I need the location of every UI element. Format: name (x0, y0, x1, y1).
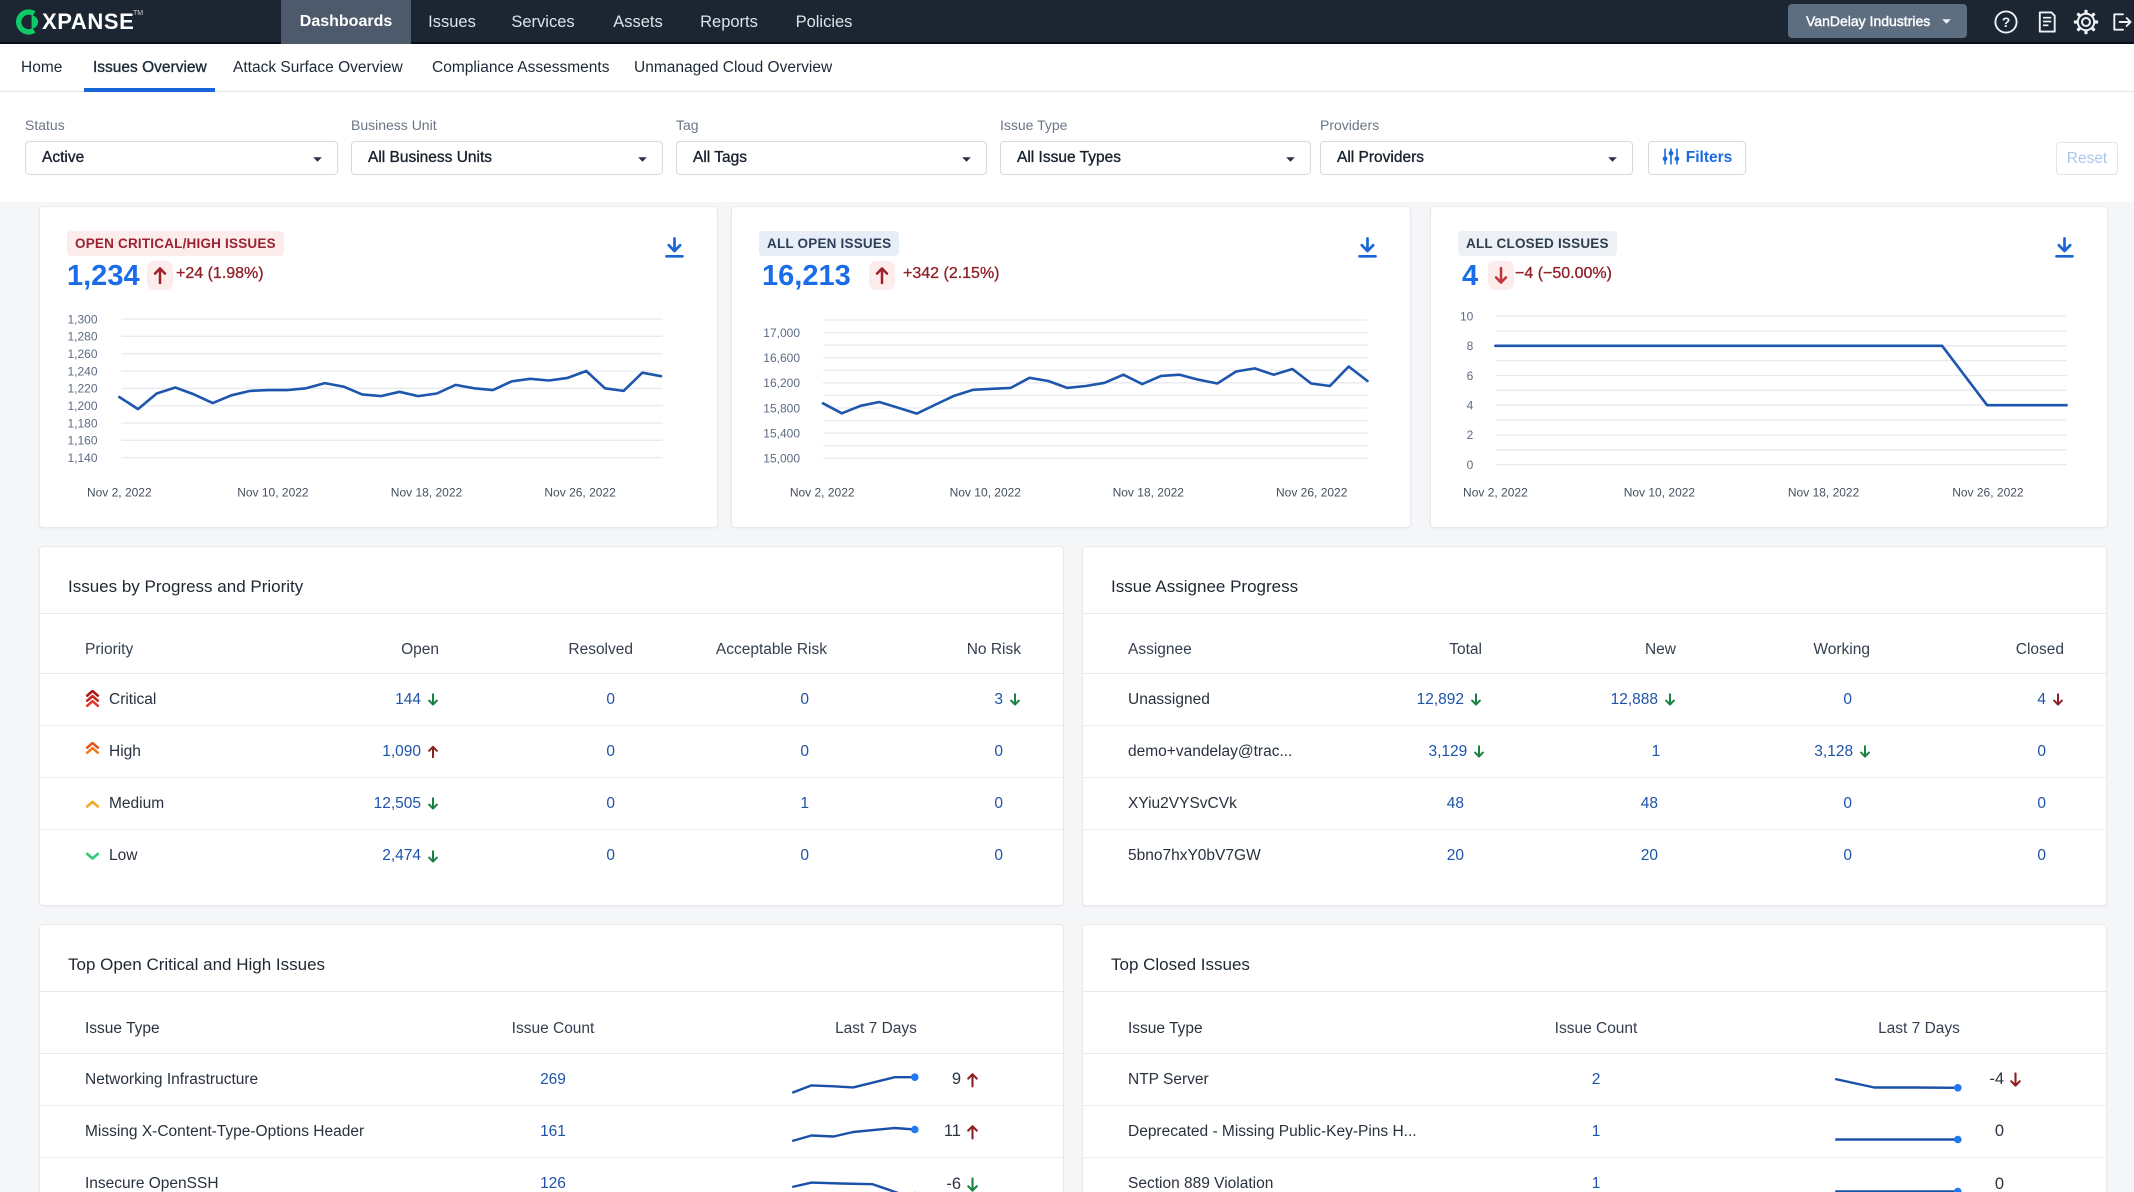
svg-text:8: 8 (1467, 339, 1474, 353)
svg-text:1,280: 1,280 (67, 330, 97, 344)
svg-text:16,200: 16,200 (763, 376, 800, 390)
svg-text:15,400: 15,400 (763, 426, 800, 440)
svg-text:Nov 18, 2022: Nov 18, 2022 (391, 486, 463, 500)
svg-text:17,000: 17,000 (763, 326, 800, 340)
svg-text:Nov 26, 2022: Nov 26, 2022 (1952, 486, 2024, 500)
svg-text:?: ? (2002, 14, 2011, 30)
svg-text:1,140: 1,140 (67, 451, 97, 465)
svg-text:Nov 2, 2022: Nov 2, 2022 (87, 486, 152, 500)
svg-text:Nov 18, 2022: Nov 18, 2022 (1113, 486, 1185, 500)
svg-text:Nov 2, 2022: Nov 2, 2022 (1463, 486, 1528, 500)
svg-text:1,200: 1,200 (67, 399, 97, 413)
svg-text:6: 6 (1467, 369, 1474, 383)
svg-text:1,240: 1,240 (67, 364, 97, 378)
svg-text:Nov 2, 2022: Nov 2, 2022 (790, 486, 855, 500)
svg-text:Nov 10, 2022: Nov 10, 2022 (950, 486, 1022, 500)
svg-text:Nov 26, 2022: Nov 26, 2022 (1276, 486, 1348, 500)
svg-text:0: 0 (1467, 458, 1474, 472)
svg-text:1,260: 1,260 (67, 347, 97, 361)
svg-text:4: 4 (1467, 399, 1474, 413)
svg-text:1,300: 1,300 (67, 312, 97, 326)
svg-text:1,180: 1,180 (67, 416, 97, 430)
svg-text:Nov 18, 2022: Nov 18, 2022 (1788, 486, 1860, 500)
svg-text:15,000: 15,000 (763, 452, 800, 466)
svg-text:2: 2 (1467, 428, 1474, 442)
svg-text:10: 10 (1460, 309, 1474, 323)
svg-text:16,600: 16,600 (763, 351, 800, 365)
svg-text:15,800: 15,800 (763, 401, 800, 415)
svg-text:Nov 26, 2022: Nov 26, 2022 (544, 486, 616, 500)
svg-text:Nov 10, 2022: Nov 10, 2022 (1624, 486, 1696, 500)
svg-text:1,160: 1,160 (67, 434, 97, 448)
svg-text:Nov 10, 2022: Nov 10, 2022 (237, 486, 309, 500)
svg-text:1,220: 1,220 (67, 382, 97, 396)
